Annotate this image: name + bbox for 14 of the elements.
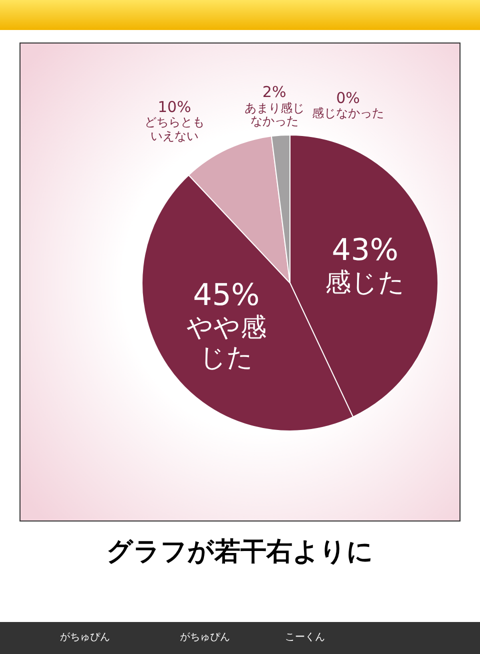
- text: 0%: [336, 89, 360, 107]
- text: こーくん: [285, 632, 325, 643]
- slice-label: どちらともいえない: [143, 114, 206, 144]
- slice-label: やや感じた: [186, 312, 267, 374]
- text: グラフが若干右よりに: [106, 537, 374, 567]
- slice-label: 感じた: [324, 268, 406, 299]
- text: がちゅぴん: [180, 632, 230, 643]
- data-label: 45%: [192, 278, 261, 314]
- data-label: 43%: [330, 233, 400, 269]
- data-label: 2%: [261, 83, 288, 102]
- text: がちゅぴん: [60, 632, 110, 643]
- category-label: 感じなかった: [312, 106, 384, 120]
- slice-label: あまり感じなかった: [243, 100, 306, 130]
- data-label: 10%: [156, 98, 192, 116]
